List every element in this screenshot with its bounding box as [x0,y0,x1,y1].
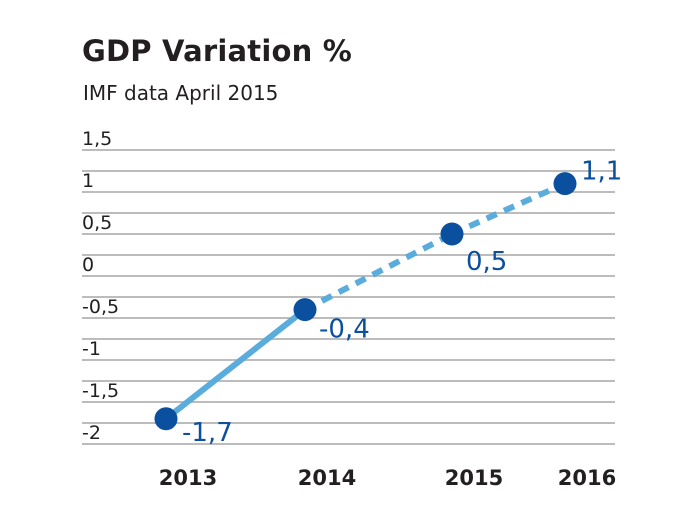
x-tick-label: 2015 [445,466,503,490]
y-tick-label: 1 [82,170,94,192]
data-label: 1,1 [581,157,622,187]
data-point [154,407,178,431]
y-tick-label: -1,5 [82,380,119,402]
series-line-segment [450,180,567,237]
data-point [293,298,317,322]
y-tick-label: 0,5 [82,212,112,234]
y-tick-label: -0,5 [82,296,119,318]
x-tick-label: 2014 [298,466,356,490]
y-tick-label: -1 [82,338,101,360]
y-tick-label: 0 [82,254,94,276]
data-point [553,172,577,196]
chart-title: GDP Variation % [82,34,352,68]
x-tick-label: 2013 [159,466,217,490]
series-line-segment [163,306,308,422]
chart-subtitle: IMF data April 2015 [83,81,279,105]
data-label: -1,7 [182,418,233,448]
data-point [440,222,464,246]
y-tick-label: 1,5 [82,128,112,150]
y-tick-label: -2 [82,422,101,444]
data-label: 0,5 [466,247,507,277]
data-label: -0,4 [319,315,370,345]
series-line-segment [303,231,454,313]
x-tick-label: 2016 [558,466,616,490]
